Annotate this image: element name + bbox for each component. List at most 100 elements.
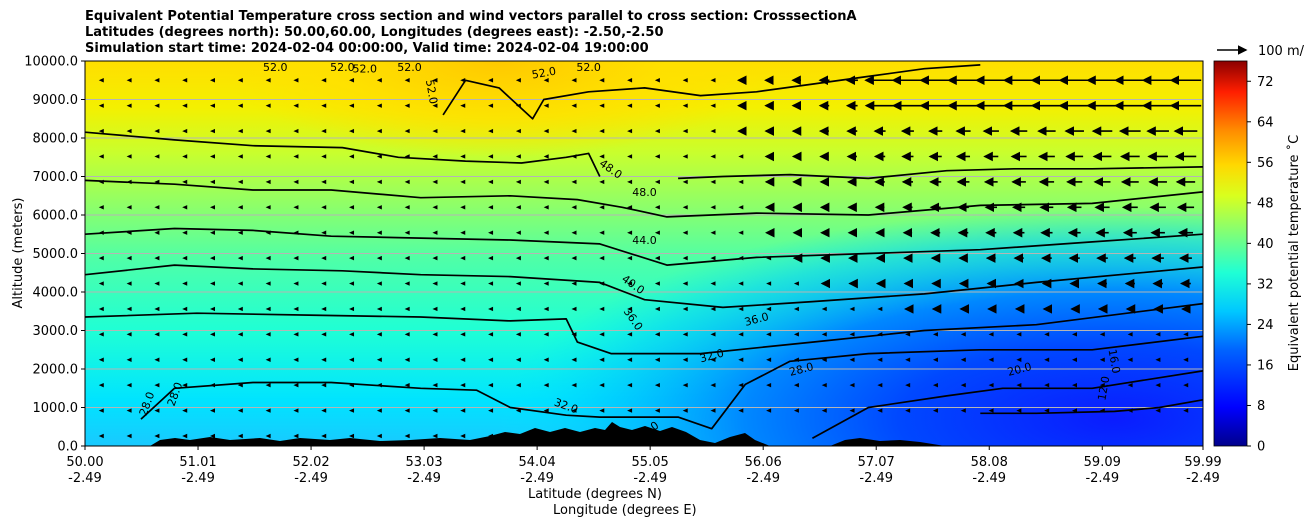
contour-line bbox=[811, 370, 1203, 440]
wind-vector bbox=[543, 205, 549, 210]
wind-vector bbox=[349, 179, 355, 185]
wind-vector bbox=[293, 306, 299, 312]
wind-vector bbox=[599, 255, 605, 261]
wind-vector bbox=[321, 408, 327, 413]
y-tick-label: 10000.0 bbox=[24, 55, 78, 70]
wind-vector bbox=[488, 205, 494, 210]
wind-vector bbox=[710, 230, 716, 235]
wind-vector bbox=[543, 332, 549, 337]
wind-vector bbox=[710, 255, 716, 261]
wind-vector bbox=[237, 332, 243, 337]
wind-vector bbox=[543, 281, 549, 286]
wind-vector bbox=[460, 357, 466, 362]
wind-vector bbox=[265, 179, 271, 185]
wind-vector bbox=[793, 408, 799, 413]
plot-area bbox=[85, 61, 1203, 446]
wind-vector bbox=[154, 332, 160, 337]
wind-vector bbox=[543, 154, 549, 159]
wind-vector bbox=[654, 357, 660, 362]
wind-vector bbox=[488, 433, 494, 439]
wind-vector bbox=[515, 255, 521, 261]
wind-vector bbox=[515, 205, 521, 210]
wind-vector bbox=[182, 332, 188, 337]
wind-vector bbox=[654, 154, 660, 159]
x-tick-label-lon: -2.49 bbox=[520, 471, 554, 486]
wind-vector bbox=[488, 128, 494, 134]
contour-label: 48.0 bbox=[632, 186, 657, 199]
wind-vector bbox=[877, 408, 883, 413]
wind-vector bbox=[321, 205, 327, 210]
x-tick-label-lon: -2.49 bbox=[633, 471, 667, 486]
wind-vector bbox=[376, 179, 382, 185]
x-axis: 50.00-2.4951.01-2.4952.02-2.4953.03-2.49… bbox=[66, 446, 1222, 486]
colorbar-tick-label: 8 bbox=[1257, 399, 1265, 414]
wind-vector bbox=[571, 154, 577, 159]
wind-vector bbox=[460, 433, 466, 439]
wind-vector bbox=[571, 78, 577, 83]
wind-vector bbox=[293, 281, 299, 286]
colorbar-tick-label: 16 bbox=[1257, 358, 1274, 373]
wind-vector bbox=[515, 433, 521, 439]
wind-vector bbox=[182, 408, 188, 413]
x-tick-label-lat: 53.03 bbox=[405, 455, 442, 470]
wind-vector bbox=[432, 382, 438, 388]
wind-vector bbox=[1127, 382, 1133, 388]
wind-vector bbox=[404, 128, 410, 134]
wind-vector bbox=[265, 382, 271, 388]
wind-vector bbox=[460, 382, 466, 388]
contour-label: 28.0 bbox=[788, 360, 815, 379]
wind-vector bbox=[154, 306, 160, 312]
wind-vector bbox=[126, 205, 132, 210]
wind-vector bbox=[182, 78, 188, 83]
wind-vector bbox=[126, 281, 132, 286]
wind-vector bbox=[849, 357, 855, 362]
wind-vector bbox=[265, 78, 271, 83]
wind-vector bbox=[1071, 357, 1077, 362]
wind-vector bbox=[210, 433, 216, 439]
wind-vector bbox=[265, 230, 271, 235]
wind-vector bbox=[432, 357, 438, 362]
contour-label: 52.0 bbox=[423, 79, 440, 105]
wind-vector bbox=[321, 103, 327, 108]
wind-vector bbox=[126, 230, 132, 235]
wind-vector bbox=[265, 205, 271, 210]
wind-vector bbox=[265, 332, 271, 337]
wind-vector bbox=[210, 154, 216, 159]
wind-vector bbox=[182, 382, 188, 388]
wind-vector bbox=[932, 357, 938, 362]
wind-vector bbox=[98, 230, 104, 235]
wind-vector bbox=[543, 408, 549, 413]
wind-vector bbox=[988, 408, 994, 413]
wind-vector bbox=[599, 357, 605, 362]
wind-vector bbox=[738, 255, 744, 261]
wind-vector bbox=[710, 103, 716, 108]
wind-vector bbox=[1183, 332, 1189, 337]
wind-vector bbox=[738, 179, 744, 185]
y-tick-label: 6000.0 bbox=[33, 209, 79, 224]
colorbar-tick-label: 72 bbox=[1257, 75, 1274, 90]
wind-vector bbox=[738, 382, 744, 388]
wind-vector bbox=[599, 306, 605, 312]
wind-vector bbox=[321, 230, 327, 235]
wind-vector bbox=[154, 382, 160, 388]
wind-vector bbox=[237, 306, 243, 312]
colorbar-tick-label: 0 bbox=[1257, 440, 1265, 455]
wind-vector bbox=[599, 78, 605, 83]
contour-line bbox=[980, 398, 1203, 415]
wind-vector bbox=[182, 357, 188, 362]
terrain-silhouette bbox=[85, 422, 1203, 446]
contour-line bbox=[85, 302, 1203, 355]
wind-vector bbox=[988, 357, 994, 362]
wind-vector bbox=[543, 78, 549, 83]
wind-vector bbox=[654, 78, 660, 83]
x-tick-label-lat: 59.09 bbox=[1084, 455, 1121, 470]
wind-vector bbox=[1183, 382, 1189, 388]
wind-vector bbox=[1044, 382, 1050, 388]
wind-vector bbox=[488, 281, 494, 286]
wind-vector bbox=[905, 357, 911, 362]
contour-label: 12.0 bbox=[1095, 375, 1112, 401]
wind-vector bbox=[543, 357, 549, 362]
wind-vector bbox=[1016, 408, 1022, 413]
wind-vector bbox=[237, 179, 243, 185]
wind-vector bbox=[154, 281, 160, 286]
